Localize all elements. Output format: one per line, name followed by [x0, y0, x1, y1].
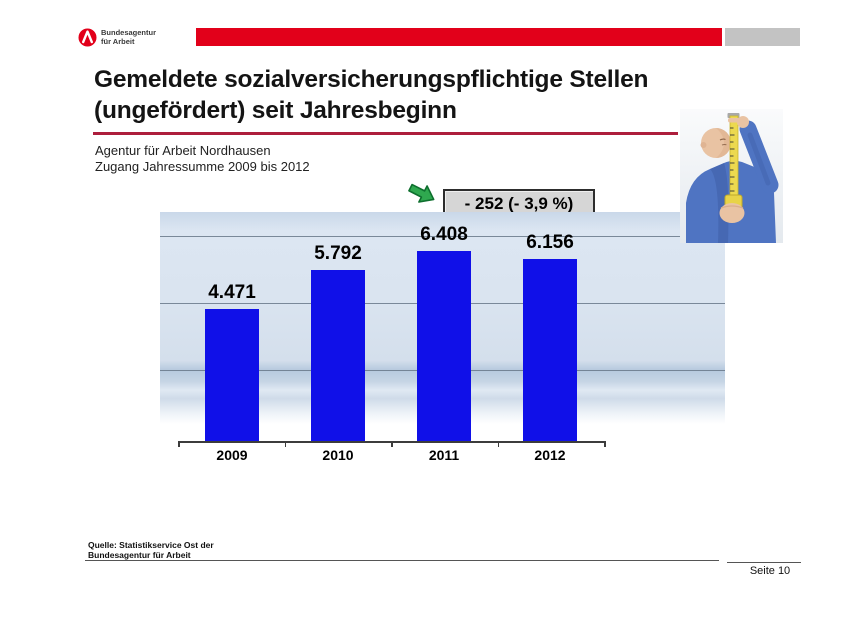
x-axis-tick [284, 441, 286, 447]
worker-photo [680, 109, 783, 243]
x-axis-label: 2009 [216, 447, 248, 463]
subtitle-line2: Zugang Jahressumme 2009 bis 2012 [95, 159, 310, 174]
x-axis-tick [497, 441, 499, 447]
bar-value-label: 5.792 [314, 243, 362, 264]
bar-2010 [311, 270, 365, 441]
gridline [160, 236, 725, 237]
bar-value-label: 6.408 [420, 224, 468, 245]
bar-value-label: 6.156 [526, 232, 574, 253]
bar-2009 [205, 309, 259, 441]
page-title-line1: Gemeldete sozialversicherungspflichtige … [94, 66, 649, 93]
subtitle: Agentur für Arbeit Nordhausen Zugang Jah… [95, 143, 310, 175]
source-line1: Quelle: Statistikservice Ost der [88, 540, 214, 550]
logo-text-line2: für Arbeit [101, 36, 135, 46]
page-number-divider [727, 562, 801, 563]
page-title: Gemeldete sozialversicherungspflichtige … [94, 64, 694, 126]
page-title-line2: (ungefördert) seit Jahresbeginn [94, 97, 457, 124]
x-axis-label: 2012 [534, 447, 566, 463]
bundesagentur-logo-icon [78, 28, 97, 47]
x-axis-label: 2010 [322, 447, 354, 463]
footer-divider [85, 560, 719, 561]
header-banner-gray [725, 28, 800, 46]
source-note: Quelle: Statistikservice Ost der Bundesa… [88, 540, 214, 560]
logo-text-line1: Bundesagentur [101, 28, 157, 37]
logo-text: Bundesagentur für Arbeit [101, 28, 157, 46]
page-number: Seite 10 [749, 565, 791, 577]
subtitle-line1: Agentur für Arbeit Nordhausen [95, 143, 271, 158]
bar-series: 4.471 5.792 6.408 6.156 [160, 212, 725, 441]
green-arrow-icon [406, 181, 442, 209]
x-axis-tick [604, 441, 606, 447]
bar-value-label: 4.471 [208, 282, 256, 303]
x-axis-tick [391, 441, 393, 447]
bar-2011 [417, 251, 471, 441]
x-axis-label: 2011 [428, 447, 460, 463]
header-banner-red [196, 28, 722, 46]
bar-2012 [523, 259, 577, 441]
title-underline [93, 132, 678, 135]
x-axis-tick [178, 441, 180, 447]
logo: Bundesagentur für Arbeit [78, 28, 156, 47]
source-line2: Bundesagentur für Arbeit [88, 550, 191, 560]
